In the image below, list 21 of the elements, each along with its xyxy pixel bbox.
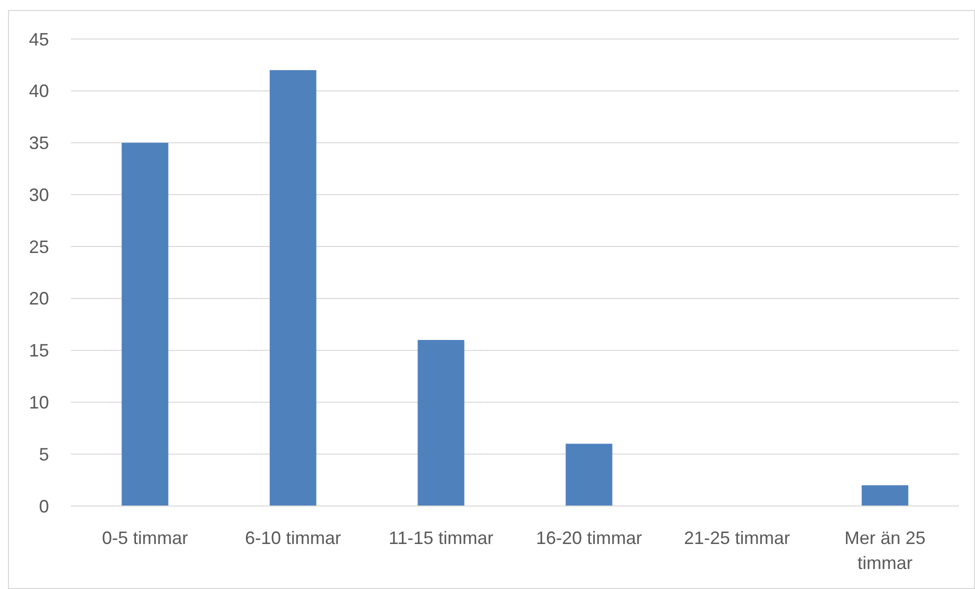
y-tick-label: 45 [28,29,49,50]
x-tick-label: 21-25 timmar [684,528,790,548]
y-tick-label: 35 [28,133,49,154]
y-tick-label: 15 [28,340,49,361]
y-tick-label: 20 [28,288,49,309]
y-tick-label: 25 [28,236,49,257]
x-tick-label: Mer än 25 timmar [844,528,926,573]
y-tick-label: 10 [28,392,49,413]
bar [122,142,168,506]
bar [418,340,464,506]
bar [862,485,908,506]
x-tick-label: 16-20 timmar [536,528,642,548]
bar [566,444,612,506]
y-tick-label: 0 [38,496,49,516]
x-tick-label: 6-10 timmar [244,528,342,548]
y-tick-label: 30 [28,184,49,205]
x-tick-label: 11-15 timmar [388,528,494,548]
y-tick-label: 5 [38,444,49,464]
bar [270,70,316,506]
y-tick-label: 40 [28,81,49,102]
x-tick-label: 0-5 timmar [102,528,188,548]
